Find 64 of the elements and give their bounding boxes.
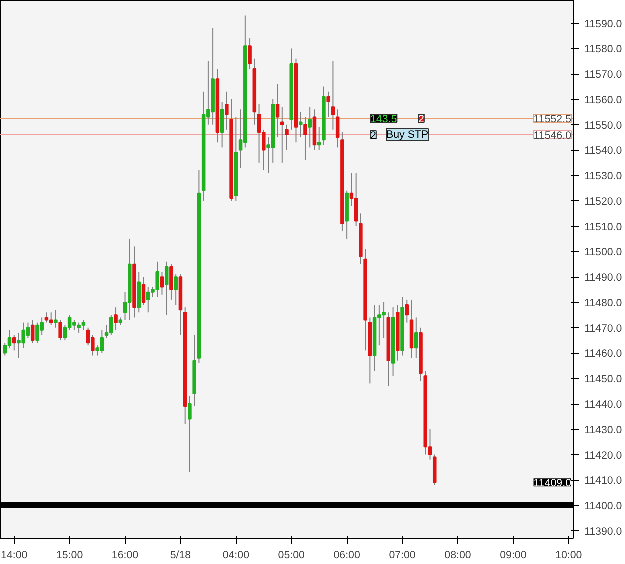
y-tick-label: 11420.0 [584,450,622,462]
candlestick [405,299,410,324]
x-tick-label: 14:00 [1,550,28,562]
x-tick-label: 16:00 [112,550,139,562]
y-tick-label: 11450.0 [584,374,622,386]
x-tick-label: 10:00 [556,550,582,562]
candlestick [54,310,58,328]
y-tick-label: 11530.0 [584,170,622,183]
y-tick-label: 11440.0 [584,399,622,411]
candlestick [326,91,330,118]
y-tick-label: 11470.0 [584,322,622,335]
candlestick [276,84,280,138]
candlestick [142,276,146,306]
y-tick-label: 11500.0 [584,246,622,259]
y-tick-label: 11510.0 [584,221,622,234]
candlestick [49,312,54,326]
candlestick [317,126,322,151]
candlestick [160,272,164,296]
x-tick-label: 06:00 [334,550,360,562]
candlestick [174,274,178,306]
candlestick [12,334,16,352]
y-tick-label: 11490.0 [584,272,622,284]
candlestick [354,172,358,227]
candlestick [188,396,192,474]
y-tick-label: 11430.0 [584,424,622,436]
y-tick-label: 11460.0 [584,348,622,360]
candlestick [280,106,284,164]
candlestick [170,264,174,300]
candlestick [225,91,229,130]
y-tick-label: 11520.0 [584,196,622,208]
y-tick-label: 11580.0 [584,44,622,56]
x-tick-label: 05:00 [278,550,306,562]
annotation: Buy STP [386,129,429,141]
annotation: 143.5 [370,114,398,126]
x-tick-label: 04:00 [222,550,250,562]
candlestick [308,106,312,148]
candlestick [336,109,340,148]
candlestick [114,307,118,331]
candlestick [58,320,62,342]
y-tick-label: 11550.0 [584,120,622,132]
y-tick-label: 11410.0 [584,475,622,488]
y-tick-label: 11390.0 [584,526,622,538]
candlestick [331,60,336,130]
y-tick-label: 11560.0 [584,94,622,106]
x-tick-label: 15:00 [56,550,84,562]
x-tick-label: 08:00 [444,550,472,562]
x-tick-label: 09:00 [500,550,527,562]
y-tick-label: 11400.0 [584,500,622,513]
candlestick [285,124,289,151]
candlestick [248,38,252,70]
candlestick [164,261,169,316]
y-tick-label: 11570.0 [584,69,622,82]
x-tick-label: 07:00 [389,550,416,562]
candlestick [220,102,224,148]
candlestick [44,312,49,324]
candlestick [298,112,303,138]
candlestick [30,320,35,344]
candlestick [304,116,308,161]
candlestick [414,317,418,359]
x-tick-label: 5/18 [170,550,192,562]
ref-line-label: 11546.0 [534,130,572,142]
y-tick-label: 11480.0 [584,297,622,310]
y-tick-label: 11540.0 [584,145,622,158]
y-tick-label: 11590.0 [584,18,622,30]
